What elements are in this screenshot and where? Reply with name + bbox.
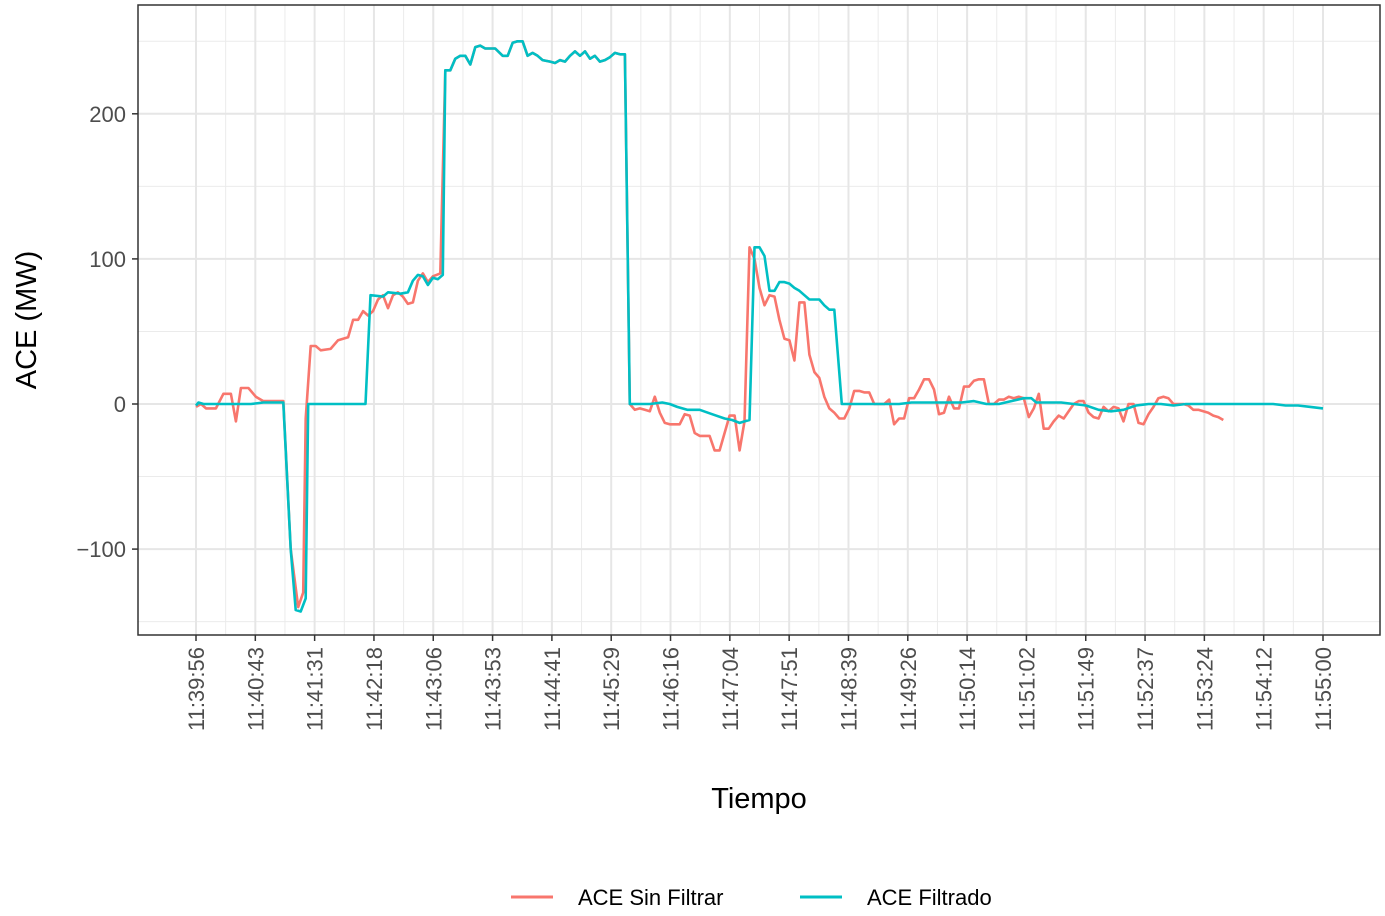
x-tick-label: 11:40:43 bbox=[243, 647, 268, 731]
x-tick-label: 11:51:02 bbox=[1014, 647, 1039, 731]
x-tick-label: 11:53:24 bbox=[1192, 647, 1217, 731]
x-tick-label: 11:48:39 bbox=[836, 647, 861, 731]
x-tick-label: 11:43:06 bbox=[421, 647, 446, 731]
plot-border bbox=[137, 4, 1381, 636]
x-tick-label: 11:41:31 bbox=[303, 647, 328, 731]
x-tick-label: 11:39:56 bbox=[184, 647, 209, 731]
x-tick-label: 11:45:29 bbox=[599, 647, 624, 731]
x-tick-label: 11:47:04 bbox=[718, 647, 743, 731]
x-tick-label: 11:54:12 bbox=[1252, 647, 1277, 731]
y-tick-label: −100 bbox=[76, 537, 126, 562]
x-tick-label: 11:50:14 bbox=[955, 647, 980, 731]
x-tick-label: 11:49:26 bbox=[896, 647, 921, 731]
legend-label-filtrado: ACE Filtrado bbox=[867, 885, 992, 910]
y-tick-label: 0 bbox=[114, 392, 126, 417]
x-tick-label: 11:46:16 bbox=[659, 647, 684, 731]
y-tick-label: 200 bbox=[89, 102, 126, 127]
x-axis-title: Tiempo bbox=[711, 783, 807, 815]
x-tick-label: 11:47:51 bbox=[777, 647, 802, 731]
series-layer bbox=[195, 40, 1324, 613]
x-tick-label: 11:44:41 bbox=[540, 647, 565, 731]
y-tick-label: 100 bbox=[89, 247, 126, 272]
x-tick-label: 11:51:49 bbox=[1074, 647, 1099, 731]
x-tick-label: 11:55:00 bbox=[1311, 647, 1336, 731]
legend-label-sin-filtrar: ACE Sin Filtrar bbox=[578, 885, 723, 910]
x-tick-label: 11:43:53 bbox=[481, 647, 506, 731]
series-line-ace-filtrado bbox=[195, 40, 1324, 613]
x-tick-label: 11:42:18 bbox=[362, 647, 387, 731]
legend: ACE Sin Filtrar ACE Filtrado bbox=[511, 885, 992, 910]
x-axis: 11:39:56 11:40:43 11:41:31 11:42:18 11:43:06… bbox=[184, 635, 1336, 731]
grid-lines bbox=[138, 5, 1380, 635]
y-axis: −100 0 100 200 bbox=[76, 102, 138, 562]
y-axis-title: ACE (MW) bbox=[11, 251, 43, 390]
x-tick-label: 11:52:37 bbox=[1133, 647, 1158, 731]
